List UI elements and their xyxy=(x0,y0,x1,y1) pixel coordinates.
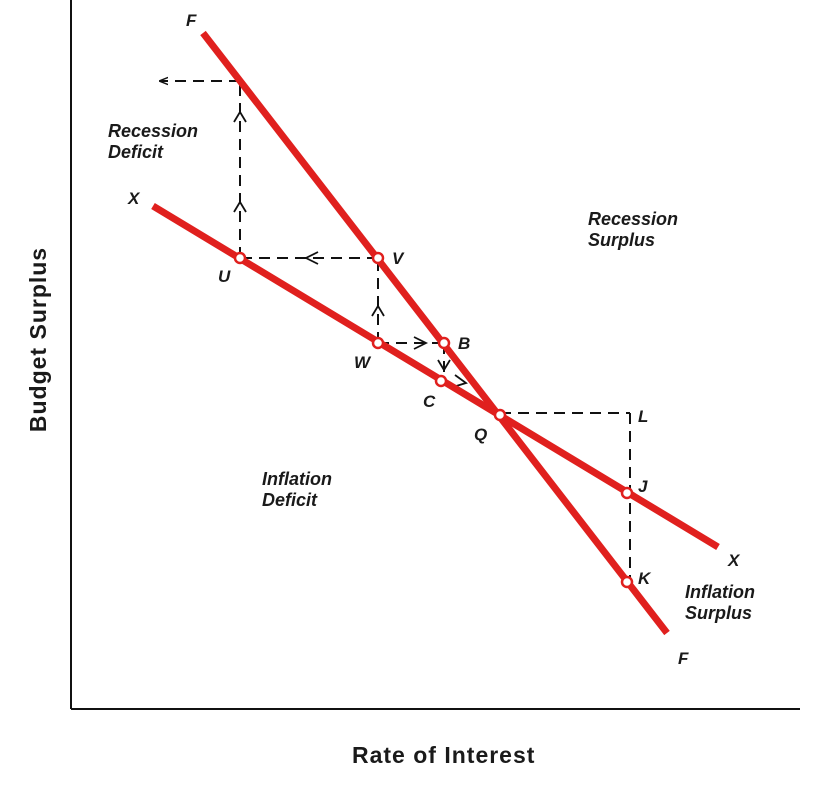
label-f-top: F xyxy=(186,11,197,30)
point-j xyxy=(620,486,634,500)
region-inflation-deficit: Inflation Deficit xyxy=(262,469,332,511)
label-j: J xyxy=(638,477,648,496)
region-inflation-deficit-line2: Deficit xyxy=(262,490,318,510)
adjustment-paths xyxy=(160,81,631,582)
point-w xyxy=(371,336,385,350)
y-axis-title: Budget Surplus xyxy=(25,246,52,433)
label-w: W xyxy=(354,353,372,372)
label-b: B xyxy=(458,334,470,353)
point-q xyxy=(493,408,507,422)
label-x-left: X xyxy=(127,189,141,208)
label-l: L xyxy=(638,407,648,426)
region-inflation-deficit-line1: Inflation xyxy=(262,469,332,489)
label-x-right: X xyxy=(727,551,741,570)
label-v: V xyxy=(392,249,405,268)
point-u xyxy=(233,251,247,265)
x-axis-title: Rate of Interest xyxy=(352,742,536,768)
region-recession-surplus-line1: Recession xyxy=(588,209,679,229)
point-k xyxy=(620,575,634,589)
line-ff xyxy=(200,30,670,636)
label-u: U xyxy=(218,267,231,286)
region-inflation-surplus: Inflation Surplus xyxy=(685,582,755,624)
point-markers xyxy=(233,251,634,589)
region-inflation-surplus-line2: Surplus xyxy=(685,603,753,623)
label-f-bottom: F xyxy=(678,649,689,668)
region-recession-deficit: Recession Deficit xyxy=(108,121,198,163)
region-recession-deficit-line1: Recession xyxy=(108,121,199,141)
point-c xyxy=(434,374,448,388)
label-q: Q xyxy=(474,425,487,444)
region-recession-deficit-line2: Deficit xyxy=(108,142,164,162)
region-recession-surplus: Recession Surplus xyxy=(588,209,678,251)
label-k: K xyxy=(638,569,652,588)
point-v xyxy=(371,251,385,265)
label-c: C xyxy=(423,392,436,411)
region-inflation-surplus-line1: Inflation xyxy=(685,582,755,602)
path-arrows xyxy=(233,110,468,388)
region-recession-surplus-line2: Surplus xyxy=(588,230,656,250)
point-b xyxy=(437,336,451,350)
